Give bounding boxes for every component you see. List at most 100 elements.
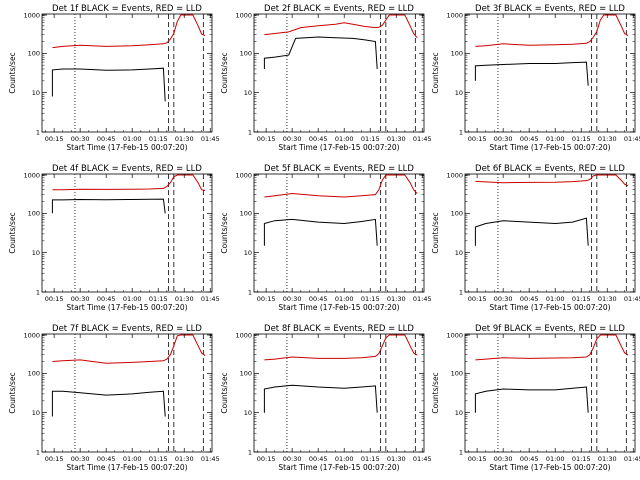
y-tick-label: 100 bbox=[451, 50, 463, 58]
x-tick-label: 00:45 bbox=[309, 295, 328, 303]
plot-frame bbox=[41, 13, 213, 133]
x-tick-label: 00:45 bbox=[520, 295, 539, 303]
x-tick-label: 01:00 bbox=[123, 295, 142, 303]
series-line-events bbox=[51, 390, 166, 417]
x-tick-label: 01:15 bbox=[361, 295, 380, 303]
x-tick-label: 01:45 bbox=[624, 295, 640, 303]
x-tick-label: 01:00 bbox=[546, 135, 565, 143]
chart-title: Det 2f BLACK = Events, RED = LLD bbox=[264, 4, 414, 14]
y-tick-label: 10 bbox=[455, 89, 463, 97]
chart-title: Det 8f BLACK = Events, RED = LLD bbox=[264, 324, 414, 334]
x-axis-label: Start Time (17-Feb-15 00:07:20) bbox=[278, 303, 399, 312]
y-tick-label: 100 bbox=[240, 210, 252, 218]
y-tick-label: 1 bbox=[36, 448, 40, 456]
x-tick-label: 01:00 bbox=[335, 455, 354, 463]
x-tick-label: 00:45 bbox=[520, 455, 539, 463]
y-tick-label: 1 bbox=[459, 448, 463, 456]
x-tick-label: 01:45 bbox=[413, 295, 432, 303]
x-tick-label: 00:15 bbox=[45, 455, 64, 463]
chart-title: Det 6f BLACK = Events, RED = LLD bbox=[475, 164, 625, 174]
x-axis-label: Start Time (17-Feb-15 00:07:20) bbox=[489, 303, 610, 312]
x-tick-label: 01:15 bbox=[572, 295, 591, 303]
y-axis-label: Counts/sec bbox=[8, 372, 17, 413]
x-axis-label: Start Time (17-Feb-15 00:07:20) bbox=[489, 143, 610, 152]
y-tick-label: 100 bbox=[28, 50, 40, 58]
x-tick-label: 01:45 bbox=[624, 135, 640, 143]
y-tick-label: 1000 bbox=[235, 171, 252, 179]
y-tick-label: 10 bbox=[455, 249, 463, 257]
x-axis-label: Start Time (17-Feb-15 00:07:20) bbox=[66, 463, 187, 472]
y-tick-label: 10 bbox=[244, 249, 252, 257]
y-tick-label: 1000 bbox=[23, 331, 40, 339]
series-line-events bbox=[263, 36, 378, 70]
plot-frame bbox=[41, 333, 213, 453]
x-tick-label: 01:00 bbox=[335, 295, 354, 303]
series-line-lld bbox=[264, 14, 418, 39]
y-tick-label: 1 bbox=[248, 288, 252, 296]
y-tick-label: 1 bbox=[36, 128, 40, 136]
y-tick-label: 1000 bbox=[235, 11, 252, 19]
y-axis-label: Counts/sec bbox=[220, 372, 229, 413]
y-tick-label: 1 bbox=[459, 128, 463, 136]
y-axis-label: Counts/sec bbox=[431, 372, 440, 413]
y-tick-label: 1000 bbox=[23, 171, 40, 179]
x-tick-label: 01:00 bbox=[123, 135, 142, 143]
x-tick-label: 00:45 bbox=[97, 295, 116, 303]
x-tick-label: 01:30 bbox=[387, 455, 406, 463]
chart-title: Det 5f BLACK = Events, RED = LLD bbox=[264, 164, 414, 174]
y-tick-label: 100 bbox=[28, 210, 40, 218]
series-line-lld bbox=[475, 174, 629, 187]
y-tick-label: 10 bbox=[455, 409, 463, 417]
y-tick-label: 1 bbox=[248, 128, 252, 136]
x-tick-label: 00:15 bbox=[45, 295, 64, 303]
chart-panel-8: Det 8f BLACK = Events, RED = LLD 1 10 100 10… bbox=[220, 324, 432, 472]
x-tick-label: 00:15 bbox=[257, 295, 276, 303]
x-tick-label: 00:45 bbox=[97, 455, 116, 463]
y-tick-label: 1 bbox=[36, 288, 40, 296]
x-axis-label: Start Time (17-Feb-15 00:07:20) bbox=[489, 463, 610, 472]
series-line-lld bbox=[52, 174, 206, 191]
x-tick-label: 00:30 bbox=[283, 455, 302, 463]
x-tick-label: 01:30 bbox=[598, 455, 617, 463]
plot-frame bbox=[464, 173, 636, 293]
y-axis-label: Counts/sec bbox=[8, 212, 17, 253]
chart-title: Det 7f BLACK = Events, RED = LLD bbox=[52, 324, 202, 334]
series-line-lld bbox=[475, 14, 629, 47]
y-tick-label: 1000 bbox=[23, 11, 40, 19]
x-axis-label: Start Time (17-Feb-15 00:07:20) bbox=[278, 143, 399, 152]
x-tick-label: 01:15 bbox=[149, 455, 168, 463]
x-tick-label: 01:00 bbox=[123, 455, 142, 463]
plot-frame bbox=[253, 173, 425, 293]
x-tick-label: 00:15 bbox=[257, 455, 276, 463]
x-tick-label: 00:30 bbox=[71, 135, 90, 143]
chart-panel-5: Det 5f BLACK = Events, RED = LLD 1 10 100 10… bbox=[220, 164, 432, 312]
plot-frame bbox=[41, 173, 213, 293]
series-line-events bbox=[263, 218, 378, 246]
x-tick-label: 00:30 bbox=[71, 455, 90, 463]
x-tick-label: 01:15 bbox=[361, 455, 380, 463]
x-tick-label: 00:15 bbox=[45, 135, 64, 143]
series-line-events bbox=[474, 61, 589, 86]
y-tick-label: 1000 bbox=[446, 11, 463, 19]
y-tick-label: 100 bbox=[28, 370, 40, 378]
plot-frame bbox=[253, 333, 425, 453]
x-axis-label: Start Time (17-Feb-15 00:07:20) bbox=[278, 463, 399, 472]
chart-panel-2: Det 2f BLACK = Events, RED = LLD 1 10 100 10… bbox=[220, 4, 432, 152]
series-line-lld bbox=[475, 334, 629, 361]
y-axis-label: Counts/sec bbox=[220, 52, 229, 93]
series-line-lld bbox=[264, 174, 418, 198]
x-tick-label: 00:30 bbox=[283, 135, 302, 143]
y-tick-label: 10 bbox=[244, 409, 252, 417]
x-tick-label: 01:45 bbox=[201, 135, 220, 143]
y-tick-label: 10 bbox=[32, 409, 40, 417]
chart-title: Det 9f BLACK = Events, RED = LLD bbox=[475, 324, 625, 334]
y-tick-label: 1000 bbox=[446, 171, 463, 179]
chart-title: Det 1f BLACK = Events, RED = LLD bbox=[52, 4, 202, 14]
y-tick-label: 10 bbox=[32, 89, 40, 97]
x-tick-label: 01:30 bbox=[387, 295, 406, 303]
x-tick-label: 01:00 bbox=[546, 295, 565, 303]
x-tick-label: 01:45 bbox=[413, 135, 432, 143]
x-tick-label: 01:30 bbox=[175, 135, 194, 143]
x-tick-label: 00:30 bbox=[494, 295, 513, 303]
